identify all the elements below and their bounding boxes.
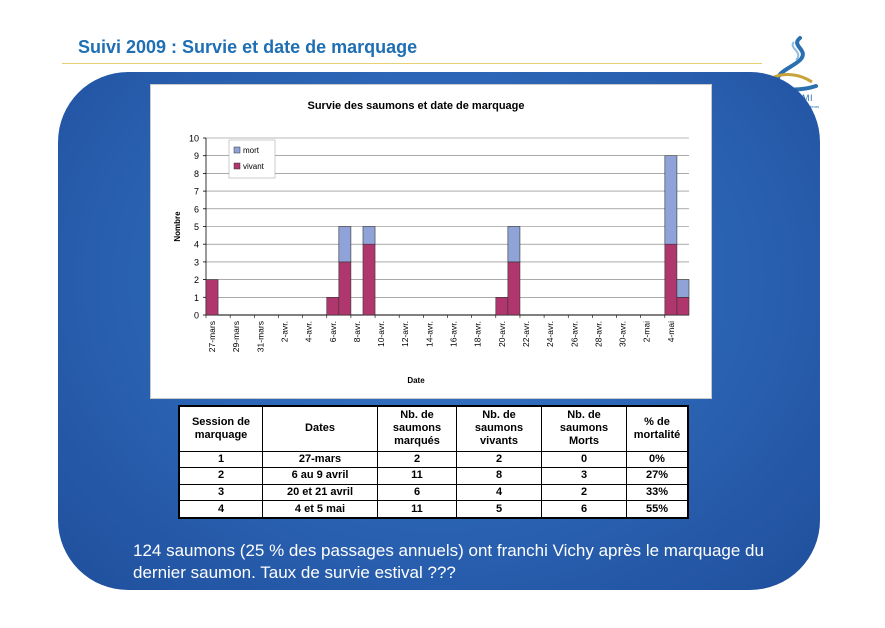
header-marked: Nb. de saumons marqués	[377, 405, 457, 452]
x-tick-label: 2-avr.	[279, 321, 289, 342]
y-tick-label: 2	[194, 275, 199, 285]
header-dead: Nb. de saumons Morts	[541, 405, 627, 452]
title-divider	[62, 63, 762, 64]
footer-note: 124 saumons (25 % des passages annuels) …	[133, 541, 764, 582]
bar-vivant	[326, 297, 340, 316]
x-tick-label: 29-mars	[231, 321, 241, 352]
cell-mortality: 33%	[626, 483, 689, 502]
cell-dead: 6	[541, 500, 627, 519]
cell-dates: 6 au 9 avril	[262, 467, 378, 485]
bar-vivant	[362, 243, 376, 316]
marking-sessions-table: Session de marquage Dates Nb. de saumons…	[178, 405, 689, 519]
x-tick-label: 6-avr.	[328, 321, 338, 342]
bar-mort	[362, 226, 376, 245]
table-row: 2 6 au 9 avril 11 8 3 27%	[178, 467, 689, 485]
cell-session: 2	[178, 467, 263, 485]
legend-box	[228, 139, 276, 179]
x-tick-label: 22-avr.	[521, 321, 531, 347]
cell-mortality: 55%	[626, 500, 689, 519]
x-tick-label: 12-avr.	[400, 321, 410, 347]
x-tick-label: 18-avr.	[473, 321, 483, 347]
header-alive: Nb. de saumons vivants	[456, 405, 542, 452]
table-row: 3 20 et 21 avril 6 4 2 33%	[178, 483, 689, 502]
y-tick-label: 10	[189, 134, 199, 144]
x-tick-label: 20-avr.	[497, 321, 507, 347]
x-tick-label: 14-avr.	[424, 321, 434, 347]
cell-marked: 11	[377, 500, 457, 519]
table-row: 4 4 et 5 mai 11 5 6 55%	[178, 500, 689, 519]
y-tick-label: 0	[194, 311, 199, 321]
x-tick-label: 27-mars	[207, 321, 217, 352]
bar-vivant	[495, 297, 509, 316]
x-tick-label: 4-mai	[666, 321, 676, 342]
bar-vivant	[507, 261, 521, 316]
y-tick-label: 8	[194, 169, 199, 179]
chart-container: Survie des saumons et date de marquage 0 1…	[150, 84, 712, 399]
legend-swatch-vivant	[233, 162, 241, 170]
y-tick-label: 1	[194, 293, 199, 303]
cell-dead: 2	[541, 483, 627, 502]
table-header-row: Session de marquage Dates Nb. de saumons…	[178, 405, 689, 452]
cell-alive: 4	[456, 483, 542, 502]
x-tick-label: 28-avr.	[593, 321, 603, 347]
x-tick-label: 4-avr.	[304, 321, 314, 342]
y-tick-label: 3	[194, 257, 199, 267]
x-tick-label: 16-avr.	[449, 321, 459, 347]
cell-alive: 5	[456, 500, 542, 519]
y-tick-label: 7	[194, 187, 199, 197]
table-row: 1 27-mars 2 2 0 0%	[178, 450, 689, 469]
bar-mort	[664, 155, 678, 245]
x-tick-label: 26-avr.	[569, 321, 579, 347]
legend-label-vivant: vivant	[243, 162, 265, 171]
x-tick-label: 10-avr.	[376, 321, 386, 347]
y-axis-label: Nombre	[173, 211, 182, 242]
bar-vivant	[205, 279, 219, 316]
header-session: Session de marquage	[178, 405, 263, 452]
legend-label-mort: mort	[243, 146, 260, 155]
header-mortality: % de mortalité	[626, 405, 689, 452]
x-tick-label: 31-mars	[255, 321, 265, 352]
bar-mort	[338, 226, 352, 263]
cell-dead: 3	[541, 467, 627, 485]
cell-mortality: 27%	[626, 467, 689, 485]
x-tick-label: 2-mai	[642, 321, 652, 342]
cell-session: 4	[178, 500, 263, 519]
cell-dates: 27-mars	[262, 450, 378, 469]
x-tick-label: 24-avr.	[545, 321, 555, 347]
cell-dead: 0	[541, 450, 627, 469]
cell-alive: 2	[456, 450, 542, 469]
cell-alive: 8	[456, 467, 542, 485]
survival-chart: Survie des saumons et date de marquage 0 1…	[173, 100, 690, 385]
bar-vivant	[338, 261, 352, 316]
cell-marked: 2	[377, 450, 457, 469]
x-tick-label: 8-avr.	[352, 321, 362, 342]
bar-vivant	[676, 297, 690, 316]
cell-session: 3	[178, 483, 263, 502]
x-tick-label: 30-avr.	[618, 321, 628, 347]
bar-vivant	[664, 243, 678, 316]
y-tick-label: 9	[194, 151, 199, 161]
bar-mort	[676, 279, 690, 298]
header-dates: Dates	[262, 405, 378, 452]
y-tick-label: 4	[194, 240, 199, 250]
chart-title: Survie des saumons et date de marquage	[307, 100, 524, 112]
slide-title: Suivi 2009 : Survie et date de marquage	[78, 37, 418, 57]
cell-marked: 11	[377, 467, 457, 485]
legend-swatch-mort	[233, 146, 241, 154]
cell-mortality: 0%	[626, 450, 689, 469]
bar-mort	[507, 226, 521, 263]
cell-dates: 4 et 5 mai	[262, 500, 378, 519]
cell-session: 1	[178, 450, 263, 469]
cell-dates: 20 et 21 avril	[262, 483, 378, 502]
y-tick-label: 6	[194, 204, 199, 214]
cell-marked: 6	[377, 483, 457, 502]
y-tick-label: 5	[194, 222, 199, 232]
x-axis-label: Date	[407, 376, 425, 385]
